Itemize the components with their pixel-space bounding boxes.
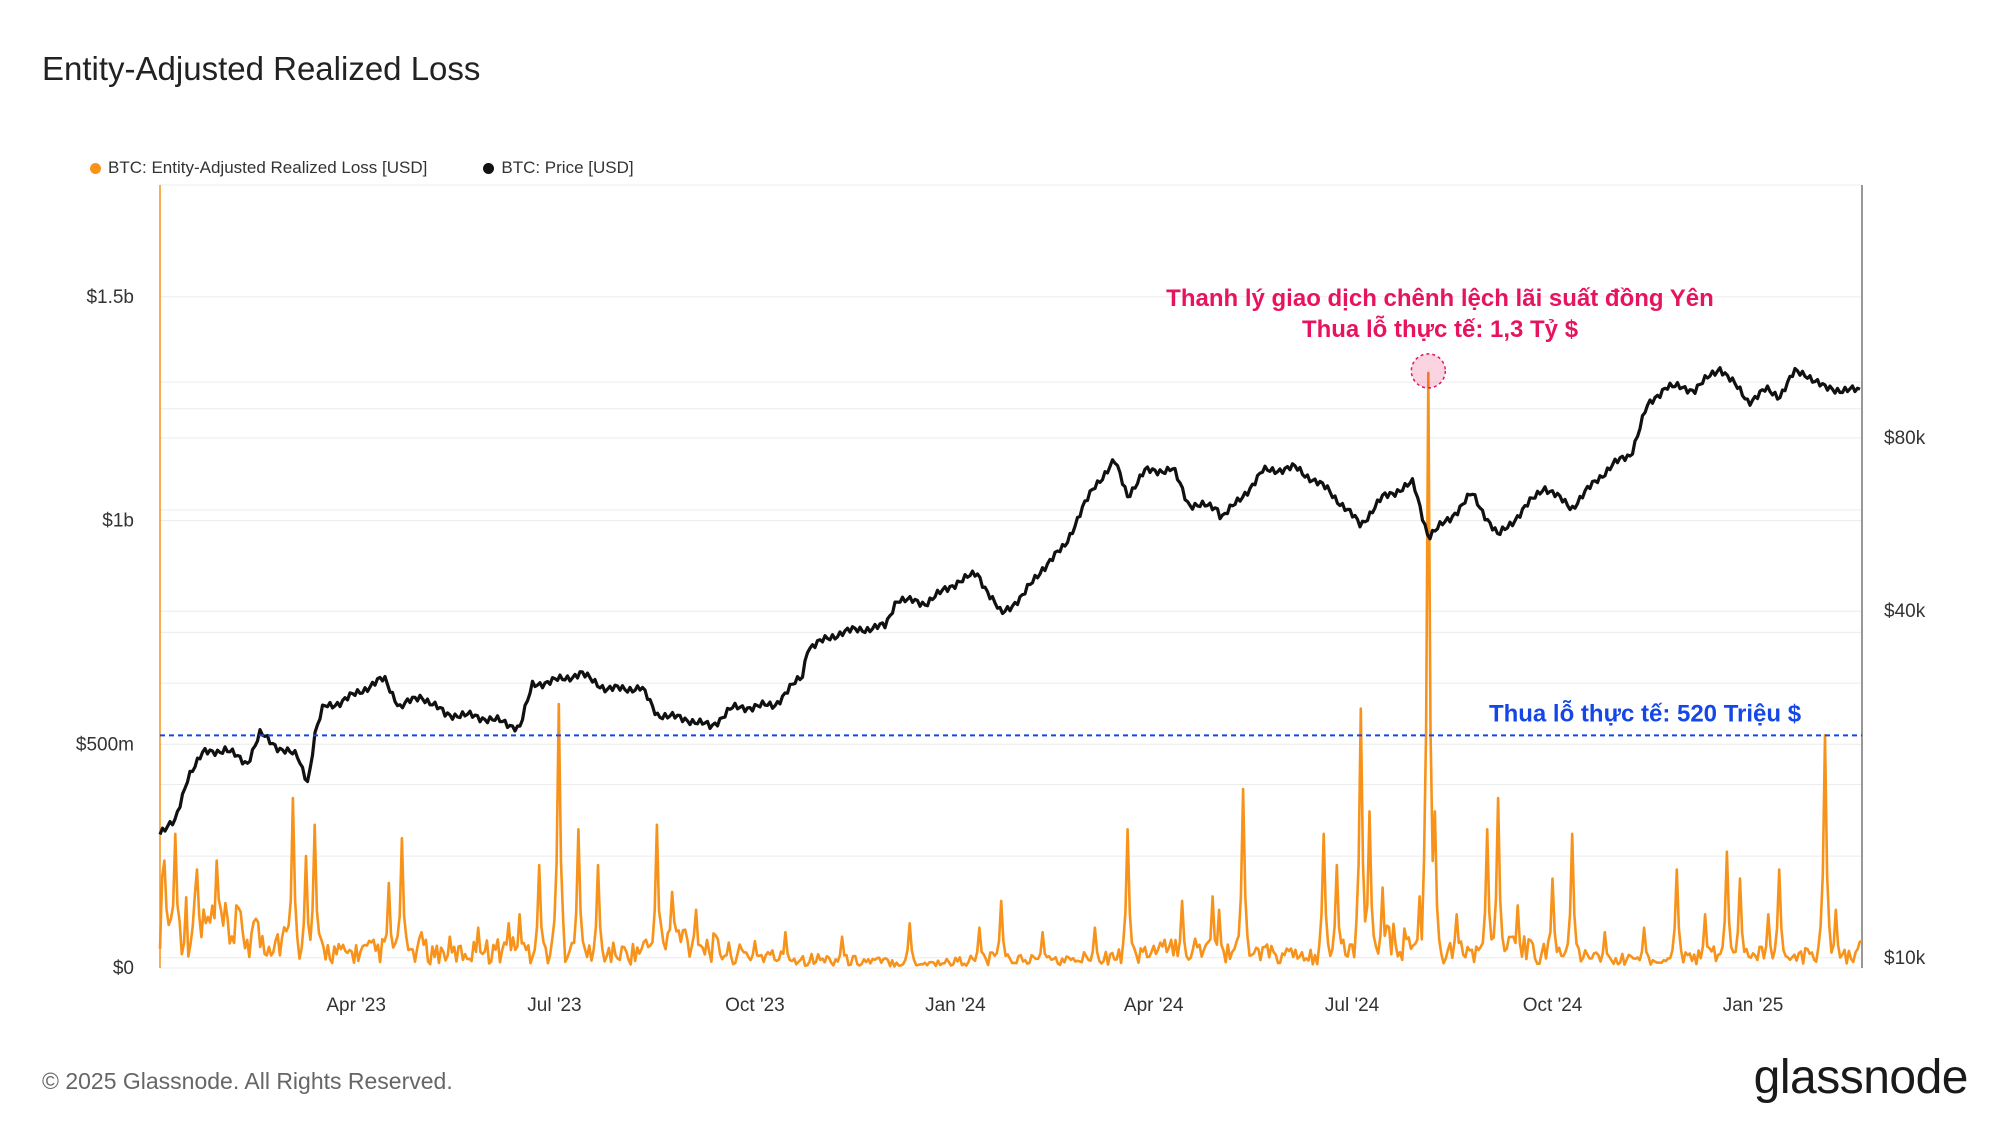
y-right-tick-label: $40k [1884, 601, 1926, 622]
annotation-520m-loss: Thua lỗ thực tế: 520 Triệu $ [1489, 699, 1802, 727]
x-tick-label: Oct '24 [1523, 995, 1583, 1016]
chart-title: Entity-Adjusted Realized Loss [42, 50, 481, 87]
x-tick-label: Jan '24 [925, 995, 986, 1016]
copyright-footer: © 2025 Glassnode. All Rights Reserved. [42, 1068, 453, 1094]
x-axis-ticks: Apr '23 Jul '23 Oct '23 Jan '24 Apr '24 Jul '… [326, 995, 1783, 1016]
brand-logo: glassnode [1753, 1051, 1969, 1104]
loss-series-line[interactable] [158, 371, 1863, 968]
y-left-tick-label: $1.5b [86, 287, 134, 308]
legend-item-price[interactable]: BTC: Price [USD] [483, 158, 634, 178]
legend-item-loss[interactable]: BTC: Entity-Adjusted Realized Loss [USD] [90, 158, 427, 178]
x-tick-label: Jul '24 [1325, 995, 1380, 1016]
y-right-tick-label: $10k [1884, 948, 1926, 969]
legend-dot-icon [90, 162, 101, 174]
annotation-yen-carry-title: Thanh lý giao dịch chênh lệch lãi suất đ… [1166, 285, 1714, 312]
legend-dot-icon [483, 162, 495, 174]
x-tick-label: Oct '23 [725, 995, 785, 1016]
legend-label-price: BTC: Price [USD] [501, 158, 634, 177]
chart-legend: BTC: Entity-Adjusted Realized Loss [USD]… [90, 158, 634, 178]
y-left-tick-label: $0 [113, 958, 134, 979]
y-left-tick-label: $1b [102, 511, 134, 532]
right-axis-ticks: $10k $40k $80k [1884, 428, 1926, 969]
left-axis-ticks: $0 $500m $1b $1.5b [76, 287, 134, 979]
annotations: Thanh lý giao dịch chênh lệch lãi suất đ… [160, 285, 1862, 737]
y-right-tick-label: $80k [1884, 428, 1926, 449]
price-series-line[interactable] [158, 366, 1861, 836]
y-left-tick-label: $500m [76, 734, 134, 755]
annotation-yen-carry-loss: Thua lỗ thực tế: 1,3 Tỷ $ [1302, 315, 1579, 343]
x-tick-label: Apr '23 [326, 995, 386, 1016]
x-tick-label: Jan '25 [1723, 995, 1784, 1016]
x-tick-label: Apr '24 [1124, 995, 1184, 1016]
x-tick-label: Jul '23 [527, 995, 581, 1016]
legend-label-loss: BTC: Entity-Adjusted Realized Loss [USD] [108, 158, 428, 177]
spike-highlight-circle [1410, 353, 1447, 389]
